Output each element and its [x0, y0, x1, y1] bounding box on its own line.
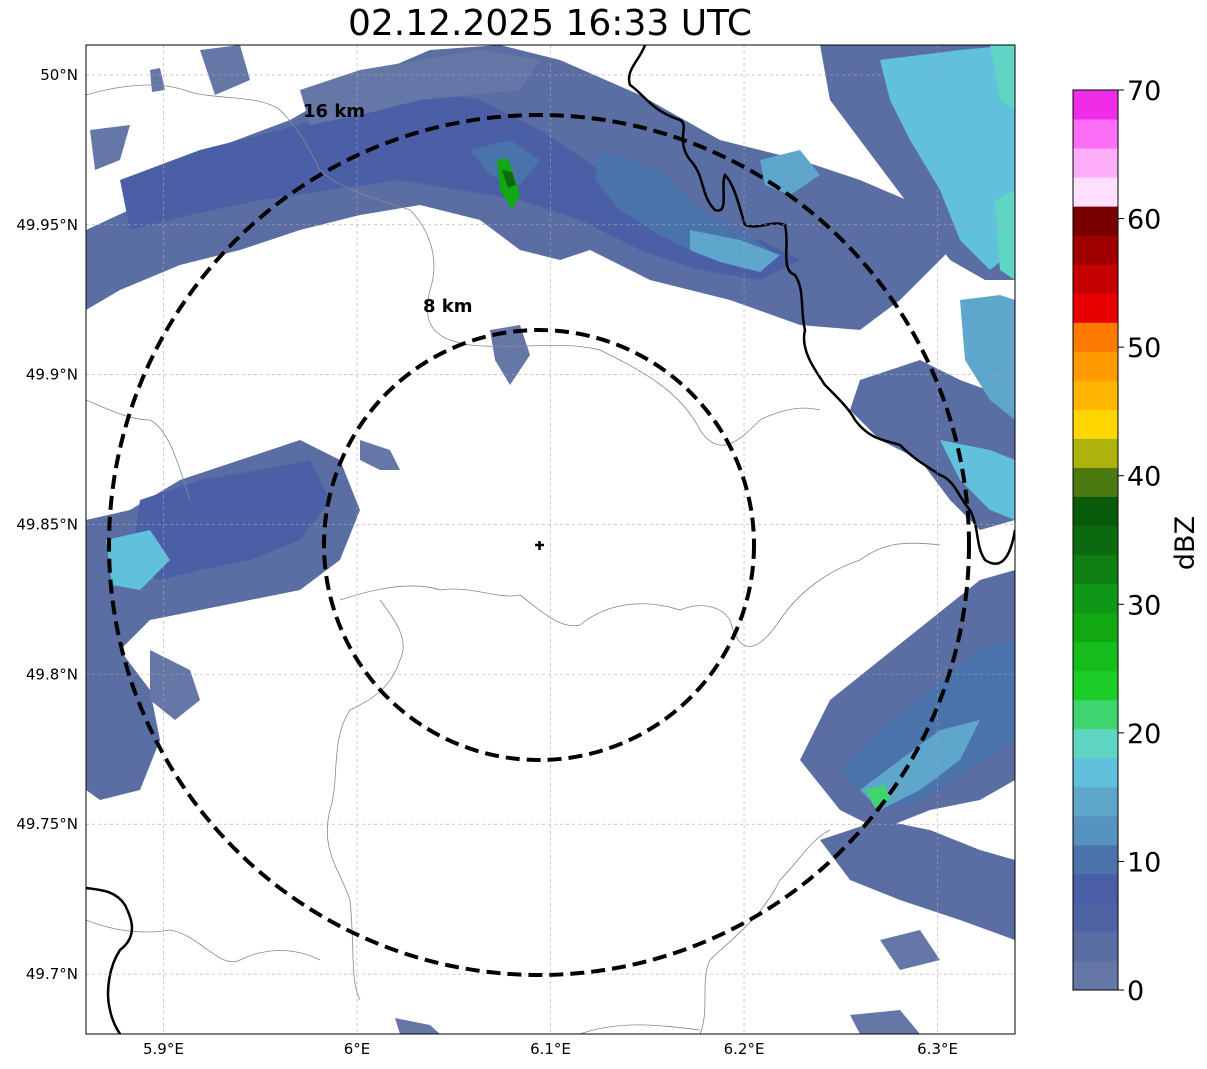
colorbar-swatch: [1073, 264, 1118, 294]
colorbar-swatch: [1073, 293, 1118, 323]
colorbar-swatch: [1073, 351, 1118, 381]
x-tick-label: 6.1°E: [530, 1040, 571, 1058]
colorbar-tick-label: 10: [1127, 847, 1161, 878]
colorbar-title: dBZ: [1170, 516, 1201, 570]
y-tick-label: 49.95°N: [16, 216, 78, 234]
y-tick-label: 49.75°N: [16, 815, 78, 833]
colorbar-tick-label: 20: [1127, 719, 1161, 750]
colorbar-swatch: [1073, 438, 1118, 468]
colorbar-swatch: [1073, 90, 1118, 120]
colorbar-swatch: [1073, 786, 1118, 817]
range-ring-16km: [107, 113, 971, 977]
y-axis-ticks: 50°N 49.95°N 49.9°N 49.85°N 49.8°N 49.75°N 49.…: [16, 66, 78, 983]
y-tick-label: 49.8°N: [26, 665, 78, 683]
range-ring-8km: [322, 328, 756, 762]
colorbar-swatch: [1073, 902, 1118, 933]
range-rings: [107, 113, 971, 977]
colorbar-swatch: [1073, 554, 1118, 585]
colorbar-tick-label: 60: [1127, 205, 1161, 236]
colorbar-swatch: [1073, 525, 1118, 556]
colorbar-tick-label: 70: [1127, 76, 1161, 107]
map-title: 02.12.2025 16:33 UTC: [347, 3, 753, 44]
colorbar-swatch: [1073, 699, 1118, 730]
echo-band-north: [86, 45, 950, 385]
map-frame: [85, 44, 1016, 1035]
colorbar-tick-label: 0: [1127, 976, 1144, 1007]
y-tick-label: 50°N: [40, 66, 78, 84]
colorbar-swatch: [1073, 641, 1118, 672]
colorbar-swatch: [1073, 177, 1118, 207]
colorbar-frame: [1072, 89, 1119, 991]
colorbar-swatch: [1073, 206, 1118, 236]
y-tick-label: 49.9°N: [26, 366, 78, 384]
graticule: [86, 45, 1015, 1034]
echo-band-southeast: [395, 570, 1015, 1034]
colorbar: 0 10 20 30 40 50 60 70: [1072, 76, 1161, 1007]
range-ring-label-16km: 16 km: [303, 101, 365, 122]
colorbar-swatch: [1073, 235, 1118, 265]
echo-layer: [86, 45, 1015, 1034]
echo-band-northeast: [820, 45, 1015, 530]
echo-band-west: [86, 440, 400, 800]
y-tick-label: 49.85°N: [16, 516, 78, 534]
colorbar-swatch: [1073, 931, 1118, 962]
colorbar-swatch: [1073, 583, 1118, 614]
colorbar-swatch: [1073, 322, 1118, 352]
colorbar-tick-label: 50: [1127, 333, 1161, 364]
range-ring-label-8km: 8 km: [423, 296, 473, 317]
colorbar-tick-label: 40: [1127, 462, 1161, 493]
colorbar-swatch: [1073, 496, 1118, 526]
colorbar-swatch: [1073, 670, 1118, 701]
colorbar-swatch: [1073, 119, 1118, 149]
x-axis-ticks: 5.9°E 6°E 6.1°E 6.2°E 6.3°E: [143, 1040, 958, 1058]
radar-site-marker: [535, 541, 544, 550]
colorbar-swatch: [1073, 757, 1118, 788]
colorbar-swatch: [1073, 612, 1118, 643]
x-tick-label: 6°E: [344, 1040, 371, 1058]
colorbar-swatch: [1073, 728, 1118, 759]
colorbar-tick-label: 30: [1127, 590, 1161, 621]
colorbar-swatch: [1073, 409, 1118, 439]
y-tick-label: 49.7°N: [26, 965, 78, 983]
x-tick-label: 6.2°E: [724, 1040, 765, 1058]
colorbar-swatch: [1073, 148, 1118, 178]
colorbar-swatch: [1073, 844, 1118, 875]
colorbar-swatch: [1073, 960, 1118, 991]
admin-boundaries: [86, 84, 941, 1034]
x-tick-label: 6.3°E: [917, 1040, 958, 1058]
colorbar-swatch: [1073, 380, 1118, 410]
colorbar-swatch: [1073, 815, 1118, 846]
x-tick-label: 5.9°E: [143, 1040, 184, 1058]
colorbar-swatch: [1073, 467, 1118, 497]
colorbar-swatch: [1073, 873, 1118, 904]
